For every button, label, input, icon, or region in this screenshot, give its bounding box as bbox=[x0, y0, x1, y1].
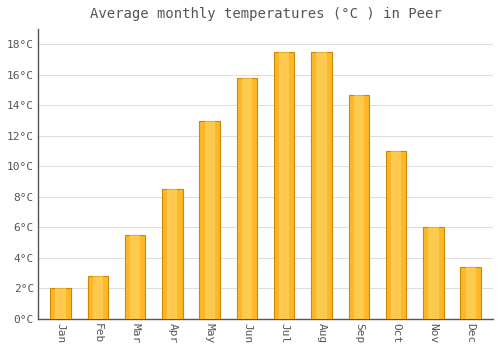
Bar bbox=[279, 52, 289, 318]
Bar bbox=[50, 288, 70, 319]
Bar bbox=[312, 52, 332, 318]
Title: Average monthly temperatures (°C ) in Peer: Average monthly temperatures (°C ) in Pe… bbox=[90, 7, 442, 21]
Bar bbox=[391, 151, 401, 318]
Bar bbox=[236, 78, 257, 318]
Bar bbox=[466, 267, 476, 318]
Bar bbox=[316, 52, 326, 318]
Bar bbox=[348, 94, 369, 318]
Bar bbox=[92, 276, 103, 318]
Bar bbox=[354, 94, 364, 318]
Bar bbox=[125, 235, 146, 318]
Bar bbox=[386, 151, 406, 318]
Bar bbox=[167, 189, 177, 318]
Bar bbox=[204, 120, 215, 318]
Bar bbox=[242, 78, 252, 318]
Bar bbox=[274, 52, 294, 318]
Bar bbox=[428, 227, 438, 318]
Bar bbox=[460, 267, 481, 318]
Bar bbox=[423, 227, 444, 318]
Bar bbox=[162, 189, 182, 318]
Bar bbox=[88, 276, 108, 318]
Bar bbox=[56, 288, 66, 319]
Bar bbox=[130, 235, 140, 318]
Bar bbox=[200, 120, 220, 318]
